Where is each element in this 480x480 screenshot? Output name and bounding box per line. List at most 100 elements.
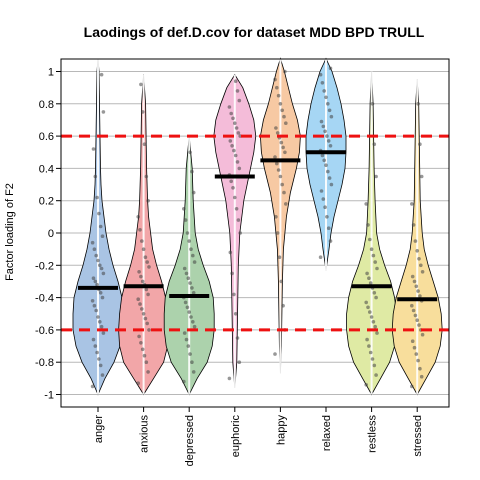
data-point — [144, 360, 149, 365]
data-point — [329, 182, 334, 187]
data-point — [137, 334, 141, 339]
data-point — [142, 353, 147, 358]
data-point — [419, 263, 423, 268]
data-point — [323, 205, 327, 209]
data-point — [140, 239, 144, 243]
data-point — [140, 110, 145, 114]
data-point — [375, 266, 379, 271]
y-tick-label: -0.4 — [35, 293, 54, 305]
data-point — [191, 291, 196, 295]
data-point — [371, 320, 376, 324]
data-point — [375, 331, 379, 335]
data-point — [277, 255, 282, 259]
data-point — [143, 316, 148, 321]
data-point — [145, 260, 149, 264]
data-point — [236, 218, 241, 222]
data-point — [280, 182, 285, 187]
data-point — [228, 250, 233, 255]
data-point — [96, 315, 100, 319]
data-point — [328, 144, 333, 148]
data-point — [185, 305, 190, 310]
data-point — [413, 313, 418, 318]
data-point — [147, 265, 151, 269]
data-point — [184, 271, 189, 276]
data-point — [420, 270, 425, 274]
violin-restless — [346, 71, 397, 396]
data-point — [96, 258, 100, 263]
data-point — [366, 223, 370, 227]
data-point — [99, 72, 104, 77]
data-point — [140, 307, 144, 311]
data-point — [419, 374, 424, 379]
data-point — [368, 350, 373, 355]
data-point — [146, 292, 150, 297]
data-point — [146, 370, 150, 374]
data-point — [367, 276, 371, 281]
data-point — [280, 108, 285, 113]
data-point — [411, 308, 416, 313]
data-point — [146, 198, 150, 203]
data-point — [412, 345, 417, 350]
data-point — [192, 324, 197, 329]
data-point — [324, 95, 328, 100]
violin-anxious — [118, 74, 170, 396]
data-point — [410, 202, 414, 206]
data-point — [366, 305, 370, 310]
data-point — [98, 263, 102, 268]
data-point — [411, 223, 416, 227]
data-point — [139, 274, 143, 279]
data-point — [416, 358, 420, 363]
data-point — [191, 190, 196, 195]
data-point — [182, 207, 186, 211]
data-point — [319, 189, 324, 193]
y-tick-label: 0.4 — [39, 163, 54, 175]
data-point — [275, 85, 279, 90]
y-tick-label: -0.8 — [35, 357, 54, 369]
data-point — [273, 352, 277, 356]
y-axis: -1 -0.8 -0.6 -0.4 -0.2 0 0.2 0.4 0.6 0.8 1 — [35, 67, 62, 402]
data-point — [274, 215, 278, 219]
data-point — [410, 339, 415, 344]
violins — [72, 57, 443, 396]
data-point — [227, 105, 232, 109]
data-point — [235, 336, 240, 340]
data-point — [275, 161, 279, 166]
data-point — [414, 352, 419, 356]
data-point — [410, 384, 414, 389]
data-point — [137, 270, 141, 274]
data-point — [92, 247, 97, 251]
data-point — [283, 150, 287, 155]
data-point — [418, 294, 422, 298]
data-point — [417, 257, 421, 261]
y-tick-label: 1 — [48, 67, 54, 79]
y-tick-label: 0.8 — [39, 99, 54, 111]
data-point — [139, 82, 143, 87]
data-point — [90, 299, 95, 303]
data-point — [237, 166, 242, 171]
data-point — [235, 160, 240, 164]
data-point — [319, 119, 324, 124]
reference-lines — [61, 134, 449, 332]
data-point — [368, 310, 372, 314]
data-point — [186, 276, 191, 281]
data-point — [275, 131, 280, 135]
x-tick-label-anger: anger — [93, 415, 105, 443]
data-point — [139, 341, 143, 345]
data-point — [188, 150, 192, 155]
data-point — [183, 300, 188, 305]
data-point — [374, 295, 378, 300]
data-point — [187, 310, 191, 314]
data-point — [233, 312, 238, 316]
data-point — [369, 247, 374, 251]
data-point — [372, 363, 377, 368]
x-tick-label-relaxed: relaxed — [321, 415, 333, 451]
data-point — [232, 292, 236, 297]
data-point — [93, 174, 98, 179]
data-point — [141, 312, 146, 316]
data-point — [418, 142, 422, 146]
data-point — [373, 324, 378, 329]
data-point — [318, 72, 323, 77]
x-axis: anger anxious depressed euphoric happy relaxe… — [93, 407, 424, 466]
violin-anger — [72, 58, 124, 396]
data-point — [273, 77, 277, 82]
